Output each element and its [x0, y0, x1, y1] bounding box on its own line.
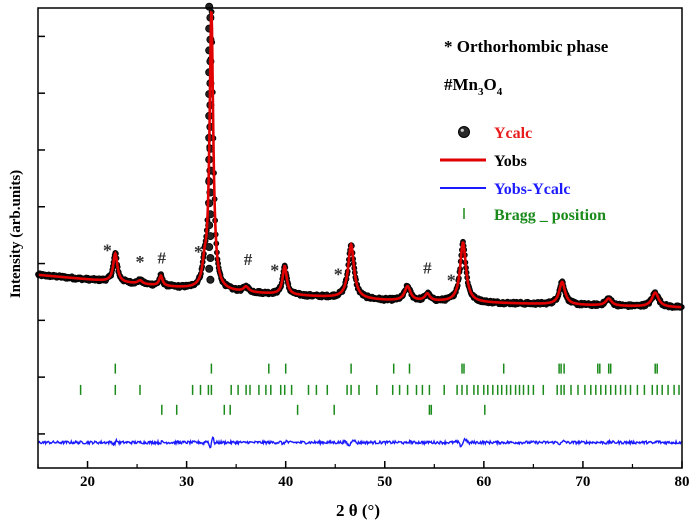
peak-marker: * — [270, 260, 279, 280]
legend: Ycalc Yobs Yobs-Ycalc Bragg _ position — [440, 125, 606, 224]
peak-marker: * — [194, 242, 203, 262]
mn3o4-phase-note: #Mn3O4 — [444, 75, 503, 98]
legend-item-yobs: Yobs — [440, 153, 527, 170]
legend-point-symbol — [458, 126, 470, 138]
peak-markers-group: * * # * # * * # * — [103, 241, 456, 291]
x-axis-label: 2 θ (°) — [336, 501, 380, 520]
x-tick-label: 20 — [80, 474, 95, 490]
observed-point-peak — [206, 232, 215, 241]
observed-point-peak — [206, 253, 215, 262]
legend-label-yobs: Yobs — [494, 153, 527, 170]
peak-marker: # — [423, 259, 432, 278]
difference-curve-group — [37, 436, 683, 449]
y-ticks-group — [38, 35, 45, 435]
x-tick-label: 60 — [476, 474, 491, 490]
legend-label-bragg: Bragg _ position — [494, 207, 606, 224]
legend-point-highlight — [460, 128, 464, 132]
bragg-ticks-group — [79, 363, 680, 415]
x-tick-label: 30 — [179, 474, 194, 490]
x-tick-label: 80 — [675, 474, 690, 490]
orthorhombic-phase-note: * Orthorhombic phase — [444, 37, 609, 56]
peak-marker: * — [447, 270, 456, 290]
x-tick-label: 50 — [377, 474, 392, 490]
legend-item-bragg: Bragg _ position — [463, 207, 606, 224]
legend-item-ycalc: Ycalc — [458, 125, 532, 142]
x-tick-label: 40 — [278, 474, 293, 490]
observed-point-peak — [205, 264, 214, 273]
x-ticks-group: 20 30 40 50 60 70 80 — [37, 461, 690, 490]
difference-curve-line — [37, 436, 683, 449]
y-axis-label: Intensity (arb.units) — [8, 170, 24, 298]
peak-marker: * — [136, 252, 145, 272]
peak-marker: * — [103, 241, 112, 261]
peak-marker: * — [334, 265, 343, 285]
observed-point-peak — [205, 2, 214, 11]
observed-point-peak — [206, 275, 215, 284]
x-tick-label: 70 — [575, 474, 590, 490]
legend-label-ycalc: Ycalc — [494, 125, 532, 142]
calculated-curve-group — [37, 10, 682, 309]
observed-point-peak — [205, 242, 214, 251]
plot-frame — [37, 7, 683, 469]
peak-marker: # — [158, 249, 167, 268]
calculated-curve-line — [37, 10, 682, 309]
peak-marker: # — [244, 250, 253, 269]
legend-item-yobs-ycalc: Yobs-Ycalc — [440, 181, 570, 198]
legend-label-yobs-ycalc: Yobs-Ycalc — [494, 181, 570, 198]
